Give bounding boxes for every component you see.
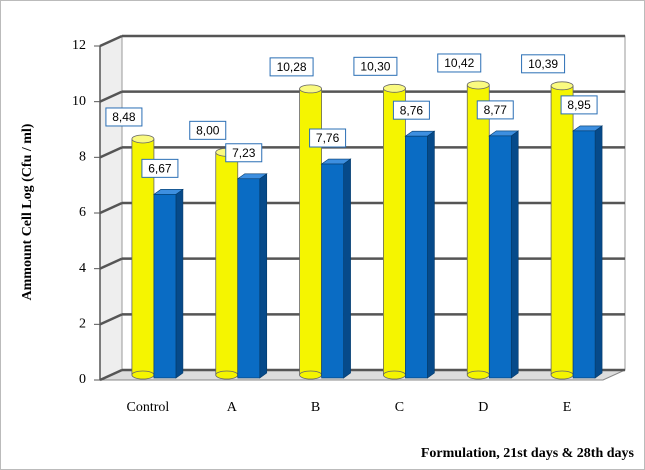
grid-line <box>99 90 123 103</box>
data-label-box <box>269 57 314 77</box>
bar <box>153 194 177 379</box>
bar-side <box>175 188 184 379</box>
bar <box>383 87 406 376</box>
data-label-box <box>141 158 179 178</box>
bar-top <box>131 134 155 144</box>
bar <box>405 135 428 379</box>
bar-top <box>383 83 406 93</box>
bar-top <box>299 84 322 94</box>
grid-line <box>99 34 123 48</box>
data-label: 10,30 <box>360 59 390 73</box>
x-tick-label: C <box>395 400 404 415</box>
data-label-box <box>560 95 598 115</box>
data-label: 8,76 <box>400 103 424 117</box>
data-label: 10,39 <box>528 57 558 71</box>
data-label-box <box>437 53 482 73</box>
data-label: 8,77 <box>484 103 508 117</box>
x-tick-label: D <box>478 400 488 415</box>
bar-side <box>594 125 603 379</box>
bar-base <box>299 370 322 380</box>
bar <box>237 178 261 379</box>
bar-side <box>427 130 435 379</box>
grid-line <box>99 368 123 382</box>
y-tick-label: 10 <box>72 94 86 109</box>
bar-base <box>215 370 239 380</box>
data-label: 10,42 <box>444 56 474 70</box>
data-label-box <box>225 143 263 163</box>
bar <box>321 163 344 379</box>
x-tick-label: E <box>563 400 572 415</box>
bar-top <box>466 80 490 90</box>
bar <box>550 85 574 376</box>
data-label: 8,95 <box>567 98 591 112</box>
bar <box>488 135 512 379</box>
y-axis-label: Ammount Cell Log (Cfu / ml) <box>20 123 35 300</box>
y-tick-label: 4 <box>79 261 86 276</box>
data-label-box <box>309 128 347 148</box>
y-tick-label: 2 <box>79 317 86 332</box>
grid-line <box>99 201 123 215</box>
bar-top <box>550 81 574 91</box>
bar <box>572 130 596 379</box>
bar-side <box>259 173 268 379</box>
bar-base <box>131 370 155 380</box>
grid-line <box>99 313 123 326</box>
data-label-box <box>105 107 143 127</box>
y-tick-label: 0 <box>79 372 86 387</box>
y-tick-label: 8 <box>79 150 86 165</box>
x-tick-label: A <box>227 400 238 415</box>
data-label-box <box>189 120 227 140</box>
data-label: 10,28 <box>277 60 307 74</box>
y-tick-label: 6 <box>79 205 86 220</box>
data-label: 7,76 <box>316 131 340 145</box>
bar-base <box>466 370 490 380</box>
x-axis-label: Formulation, 21st days & 28th days <box>421 446 635 461</box>
data-label-box <box>476 100 514 120</box>
bar-side <box>343 158 351 379</box>
bar <box>466 84 490 376</box>
grid-line <box>99 146 123 159</box>
data-label: 8,00 <box>196 124 220 138</box>
bar-side <box>510 130 519 379</box>
bar-base <box>550 370 574 380</box>
x-tick-label: Control <box>127 400 170 415</box>
grid-line <box>99 257 123 270</box>
data-label-box <box>521 54 566 74</box>
bar-base <box>383 370 406 380</box>
y-tick-label: 12 <box>72 38 86 53</box>
data-label-box <box>392 100 430 120</box>
data-label: 6,67 <box>148 162 172 176</box>
data-label: 8,48 <box>112 110 136 124</box>
data-label-box <box>353 56 398 76</box>
x-tick-label: B <box>311 400 320 415</box>
data-label: 7,23 <box>232 146 256 160</box>
bar <box>215 151 239 376</box>
